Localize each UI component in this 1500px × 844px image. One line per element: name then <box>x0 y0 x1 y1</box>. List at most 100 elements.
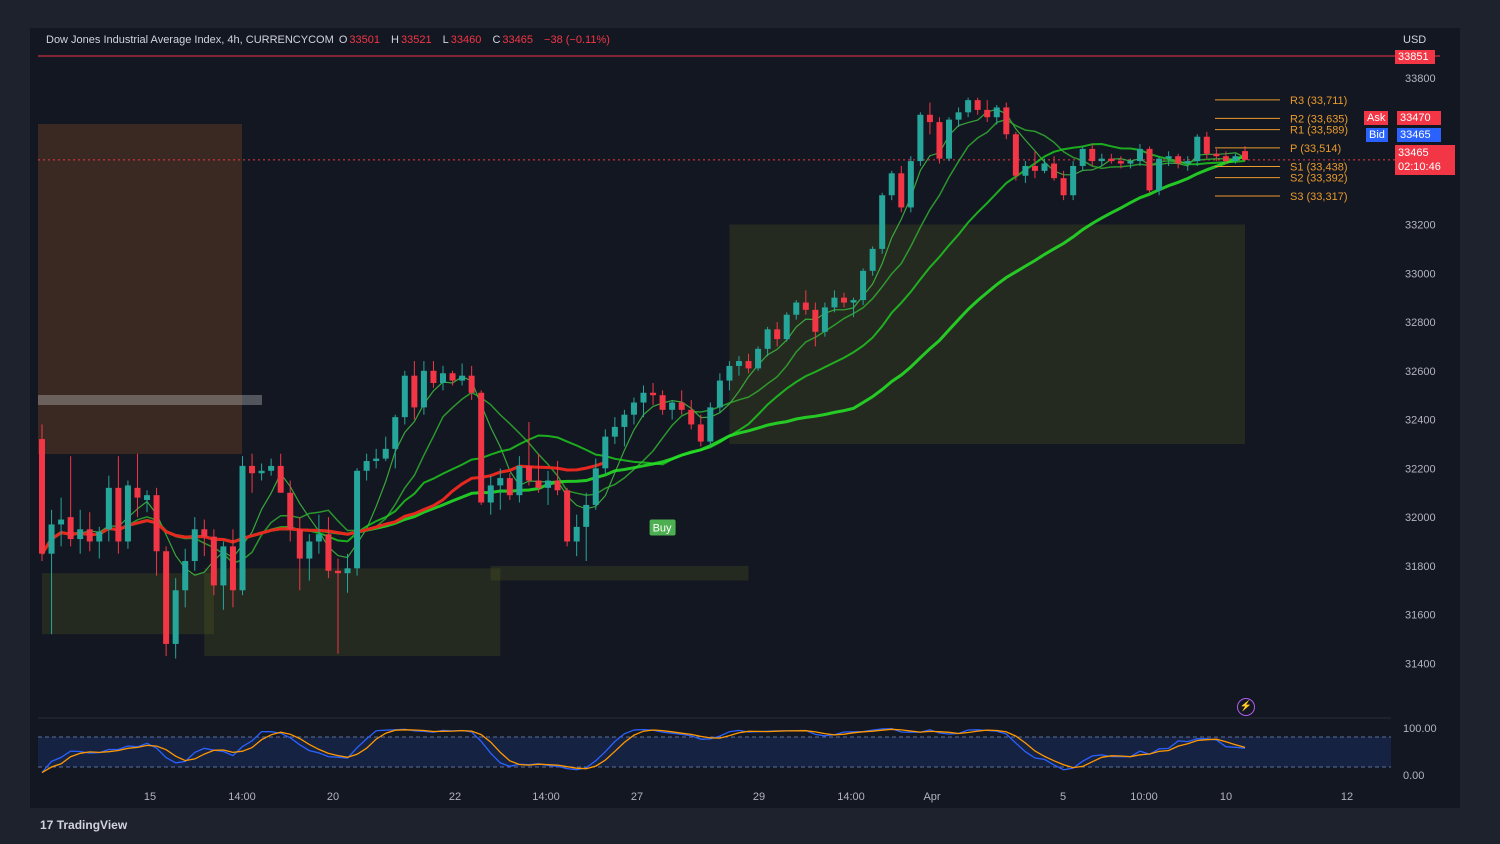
time-tick-label: 12 <box>1341 791 1353 803</box>
candle-body <box>1194 136 1201 162</box>
candle-body <box>201 529 208 537</box>
candle-body <box>573 526 580 542</box>
candle-body <box>449 373 456 381</box>
candle-body <box>334 570 341 574</box>
candle-body <box>1003 107 1010 135</box>
candle-body <box>354 470 361 569</box>
candle-body <box>735 361 742 366</box>
candle-body <box>86 529 93 542</box>
high-value: 33521 <box>401 34 432 46</box>
price-tick-label: 32800 <box>1405 317 1436 329</box>
range-box <box>38 395 262 405</box>
candle-body <box>831 297 838 308</box>
candle-body <box>583 504 590 527</box>
low-value: 33460 <box>450 34 482 46</box>
support-zone <box>204 568 501 657</box>
candle-body <box>659 395 666 410</box>
time-tick-label: Apr <box>923 791 940 803</box>
pivot-label: P (33,514) <box>1290 143 1341 155</box>
candle-body <box>220 546 227 586</box>
tradingview-logo[interactable]: 17 TradingView <box>40 818 127 832</box>
candle-body <box>1079 148 1086 166</box>
candle-body <box>392 417 399 449</box>
candle-body <box>554 480 561 491</box>
candle-body <box>430 370 437 383</box>
time-tick-label: 22 <box>449 791 461 803</box>
oscillator-tick-label: 100.00 <box>1403 723 1437 735</box>
candle-body <box>105 487 112 530</box>
bid-label: Bid <box>1366 128 1388 142</box>
buy-signal-badge <box>649 519 676 536</box>
candle-body <box>96 531 103 542</box>
candle-body <box>1089 148 1096 162</box>
price-tick-label: 33800 <box>1405 73 1436 85</box>
candle-body <box>755 348 762 369</box>
candle-body <box>841 297 847 303</box>
price-tick-label: 32400 <box>1405 415 1436 427</box>
candle-body <box>535 480 542 488</box>
oscillator-d-line <box>41 728 1246 774</box>
low-label: L <box>442 34 449 46</box>
candle-body <box>669 402 676 410</box>
candle-body <box>497 478 504 486</box>
candle-body <box>48 524 55 554</box>
candle-body <box>1165 156 1172 159</box>
candle-body <box>1184 161 1191 164</box>
candle-body <box>373 458 380 462</box>
candle-body <box>1098 158 1105 162</box>
oscillator-band <box>38 737 1391 767</box>
candle-body <box>793 302 800 315</box>
candle-body <box>688 409 695 425</box>
buy-signal-label: Buy <box>653 523 672 535</box>
candle-body <box>287 492 294 530</box>
bid-badge: 33465 <box>1397 128 1441 142</box>
candle-body <box>163 551 170 644</box>
candle-body <box>946 119 953 159</box>
candle-body <box>144 495 151 501</box>
candle-body <box>210 536 217 586</box>
candle-body <box>1051 163 1058 179</box>
candle-body <box>745 361 752 369</box>
candle-body <box>1156 158 1163 191</box>
price-tick-label: 32000 <box>1405 512 1436 524</box>
price-tick-label: 32600 <box>1405 366 1436 378</box>
candle-body <box>115 487 122 542</box>
pivot-label: R3 (33,711) <box>1290 95 1347 107</box>
moving-average-red <box>40 460 606 555</box>
candle-body <box>1012 134 1019 176</box>
candle-body <box>821 307 828 332</box>
candle-body <box>411 375 418 408</box>
candle-body <box>239 465 246 591</box>
candle-body <box>1203 136 1210 154</box>
time-tick-label: 14:00 <box>532 791 560 803</box>
candle-body <box>1136 148 1143 162</box>
pivot-label: S2 (33,392) <box>1290 173 1347 185</box>
candle-body <box>182 561 189 591</box>
candle-body <box>516 465 523 496</box>
candle-body <box>1117 161 1124 164</box>
alert-icon[interactable]: ⚡ <box>1237 698 1255 716</box>
candle-body <box>926 114 933 123</box>
candle-body <box>1070 165 1077 196</box>
candle-body <box>315 534 322 542</box>
candle-body <box>716 380 723 408</box>
time-tick-label: 29 <box>753 791 765 803</box>
ask-label: Ask <box>1364 111 1389 125</box>
candle-body <box>1242 151 1248 160</box>
candle-body <box>879 195 886 249</box>
candle-body <box>1146 148 1153 191</box>
symbol-title[interactable]: Dow Jones Industrial Average Index, 4h, … <box>46 34 334 46</box>
candle-body <box>812 309 819 332</box>
candle-body <box>621 414 628 427</box>
candle-body <box>1108 158 1115 162</box>
candle-body <box>67 517 74 540</box>
candle-body <box>774 329 781 340</box>
pivot-label: R2 (33,635) <box>1290 113 1348 125</box>
candle-body <box>592 468 599 505</box>
time-tick-label: 15 <box>144 791 156 803</box>
bar-countdown: 02:10:46 <box>1398 161 1441 173</box>
candle-body <box>525 465 532 481</box>
candle-body <box>420 370 427 408</box>
candle-body <box>850 300 857 303</box>
